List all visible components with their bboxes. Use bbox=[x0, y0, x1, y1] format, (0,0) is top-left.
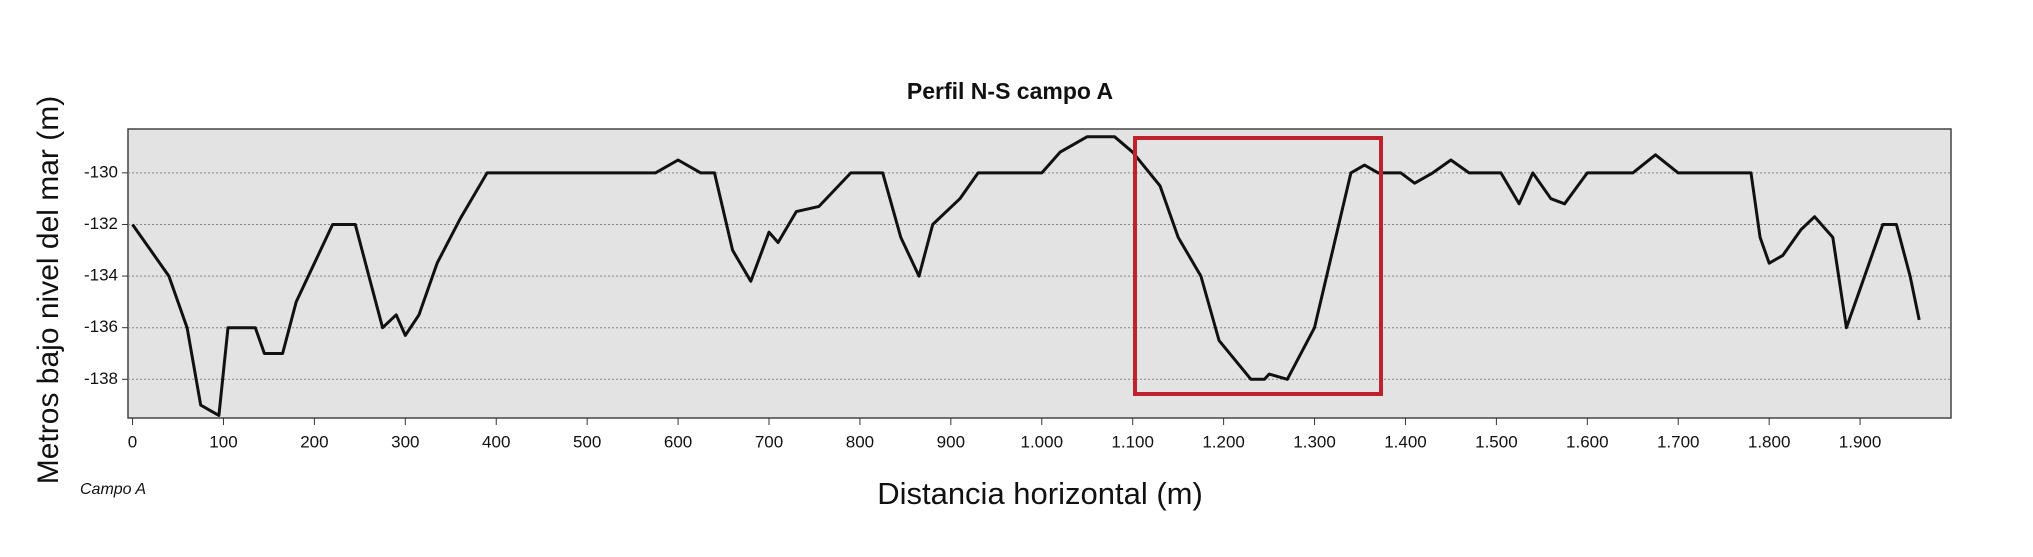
y-axis-label: Metros bajo nivel del mar (m) bbox=[32, 96, 65, 484]
x-tick-label: 300 bbox=[391, 432, 419, 451]
x-tick-label: 1.300 bbox=[1293, 432, 1336, 451]
x-tick-label: 200 bbox=[300, 432, 328, 451]
x-tick-label: 1.200 bbox=[1202, 432, 1245, 451]
x-tick-label: 400 bbox=[482, 432, 510, 451]
highlight-box bbox=[1133, 136, 1383, 396]
y-tick-label: -134 bbox=[84, 266, 118, 285]
x-tick-label: 1.100 bbox=[1111, 432, 1154, 451]
y-tick-label: -136 bbox=[84, 317, 118, 336]
plot-area bbox=[127, 128, 1952, 419]
x-tick-label: 1.600 bbox=[1566, 432, 1609, 451]
x-tick-label: 500 bbox=[573, 432, 601, 451]
y-tick-label: -132 bbox=[84, 214, 118, 233]
annotation: Campo A bbox=[80, 481, 146, 498]
x-tick-label: 0 bbox=[128, 432, 137, 451]
x-tick-label: 1.400 bbox=[1384, 432, 1427, 451]
x-tick-label: 1.900 bbox=[1839, 432, 1882, 451]
x-tick-label: 100 bbox=[209, 432, 237, 451]
x-tick-label: 800 bbox=[846, 432, 874, 451]
x-tick-label: 700 bbox=[755, 432, 783, 451]
x-tick-label: 1.000 bbox=[1020, 432, 1063, 451]
x-tick-label: 900 bbox=[937, 432, 965, 451]
x-axis-label: Distancia horizontal (m) bbox=[877, 476, 1203, 511]
line bbox=[131, 135, 1921, 417]
chart-title: Perfil N-S campo A bbox=[907, 78, 1113, 104]
y-tick-label: -130 bbox=[84, 162, 118, 181]
y-tick-label: -138 bbox=[84, 369, 118, 388]
x-tick-label: 1.500 bbox=[1475, 432, 1518, 451]
x-tick-label: 1.700 bbox=[1657, 432, 1700, 451]
x-tick-label: 600 bbox=[664, 432, 692, 451]
x-tick-label: 1.800 bbox=[1748, 432, 1791, 451]
